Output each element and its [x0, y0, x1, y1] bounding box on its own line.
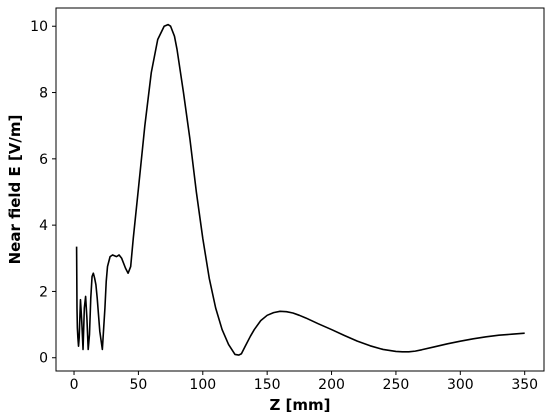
y-tick-label: 6	[39, 152, 48, 168]
x-tick-label: 0	[70, 377, 79, 393]
y-tick-label: 4	[39, 218, 48, 234]
x-axis-ticks: 0 50 100 150 200 250 300 350	[70, 371, 538, 393]
x-tick-label: 100	[189, 377, 216, 393]
x-tick-label: 50	[129, 377, 147, 393]
series-layer	[75, 23, 525, 356]
y-tick-label: 2	[39, 284, 48, 300]
plot-frame	[55, 7, 545, 372]
y-tick-label: 10	[30, 19, 48, 35]
x-tick-label: 250	[383, 377, 410, 393]
y-axis-ticks: 0 2 4 6 8 10	[30, 19, 56, 367]
x-tick-label: 300	[447, 377, 474, 393]
y-tick-label: 8	[39, 86, 48, 102]
x-tick-label: 200	[318, 377, 345, 393]
series-line-0	[75, 23, 525, 356]
y-tick-label: 0	[39, 351, 48, 367]
x-tick-label: 350	[511, 377, 538, 393]
x-tick-label: 150	[254, 377, 281, 393]
y-axis-title: Near field E [V/m]	[6, 115, 24, 265]
x-axis-title: Z [mm]	[269, 396, 330, 414]
